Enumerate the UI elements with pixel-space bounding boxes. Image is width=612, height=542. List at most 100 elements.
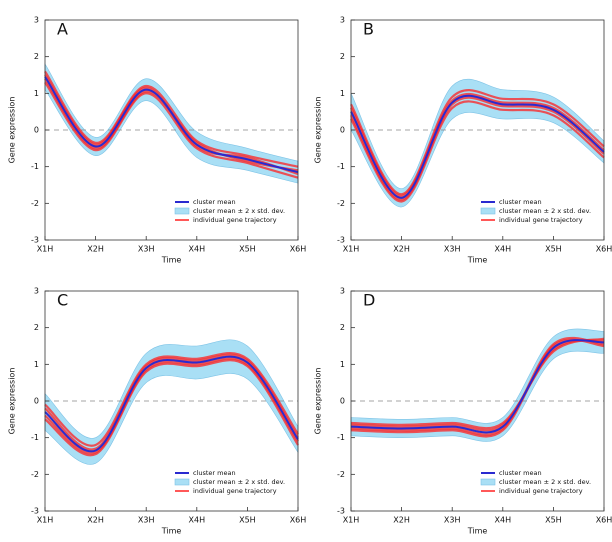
- x-tick-label: X5H: [239, 516, 256, 525]
- y-tick-label: 3: [34, 16, 39, 25]
- x-tick-label: X1H: [343, 516, 360, 525]
- y-tick-label: 0: [34, 397, 39, 406]
- gene-trajectory: [44, 70, 299, 168]
- panel: -3 -2 -1 0 1 2 3 X1H X2H X3H X4H X5H X6H Time Gene exp…: [8, 287, 307, 536]
- y-axis-label: Gene expression: [314, 368, 323, 435]
- y-tick-label: 0: [34, 126, 39, 135]
- x-tick-label: X3H: [138, 245, 155, 254]
- x-tick-label: X1H: [37, 245, 54, 254]
- y-tick-label: -2: [337, 199, 345, 208]
- x-tick-label: X3H: [138, 516, 155, 525]
- gene-trajectory: [350, 338, 605, 438]
- x-tick-label: X3H: [444, 516, 461, 525]
- x-axis-label: Time: [467, 256, 488, 265]
- gene-trajectory: [44, 81, 299, 179]
- y-tick-label: -3: [337, 236, 345, 245]
- y-tick-label: 2: [340, 323, 345, 332]
- panel-label: A: [57, 20, 68, 39]
- x-tick-label: X2H: [87, 245, 104, 254]
- x-tick-label: X5H: [545, 245, 562, 254]
- x-tick-label: X6H: [596, 245, 612, 254]
- legend-swatch: [480, 478, 496, 486]
- gene-trajectory: [350, 336, 605, 436]
- x-axis-label: Time: [161, 256, 182, 265]
- legend-label: individual gene trajectory: [499, 487, 583, 495]
- x-tick-label: X4H: [189, 516, 206, 525]
- cluster-mean: [44, 355, 299, 453]
- legend-swatch: [174, 207, 190, 215]
- legend-label: individual gene trajectory: [193, 487, 277, 495]
- panel: -3 -2 -1 0 1 2 3 X1H X2H X3H X4H X5H X6H Time Gene exp…: [314, 16, 612, 265]
- legend-label: cluster mean ± 2 x std. dev.: [193, 207, 285, 215]
- y-tick-label: 3: [340, 287, 345, 296]
- legend-label: cluster mean: [193, 469, 236, 477]
- x-tick-label: X5H: [545, 516, 562, 525]
- y-tick-label: 0: [340, 126, 345, 135]
- y-tick-label: 0: [340, 397, 345, 406]
- x-tick-label: X5H: [239, 245, 256, 254]
- y-tick-label: 2: [34, 323, 39, 332]
- cluster-mean: [350, 339, 605, 434]
- y-tick-label: -1: [337, 433, 345, 442]
- legend-label: individual gene trajectory: [499, 216, 583, 224]
- y-tick-label: -1: [31, 162, 39, 171]
- x-tick-label: X1H: [37, 516, 54, 525]
- panel: -3 -2 -1 0 1 2 3 X1H X2H X3H X4H X5H X6H Time Gene exp…: [8, 16, 307, 265]
- y-tick-label: 1: [34, 360, 39, 369]
- legend-label: cluster mean ± 2 x std. dev.: [193, 478, 285, 486]
- panel-label: C: [57, 291, 68, 310]
- panel-label: B: [363, 20, 374, 39]
- legend-swatch: [174, 478, 190, 486]
- legend-label: individual gene trajectory: [193, 216, 277, 224]
- cluster-mean: [44, 76, 299, 174]
- y-tick-label: -1: [337, 162, 345, 171]
- x-axis-label: Time: [161, 527, 182, 536]
- gene-trajectory: [350, 339, 605, 432]
- legend-label: cluster mean ± 2 x std. dev.: [499, 478, 591, 486]
- x-tick-label: X4H: [495, 245, 512, 254]
- y-tick-label: -2: [337, 470, 345, 479]
- gene-trajectory: [350, 100, 605, 203]
- legend-label: cluster mean ± 2 x std. dev.: [499, 207, 591, 215]
- y-tick-label: -2: [31, 470, 39, 479]
- y-tick-label: 1: [34, 89, 39, 98]
- y-tick-label: -2: [31, 199, 39, 208]
- gene-trajectory: [350, 89, 605, 196]
- y-tick-label: -3: [337, 507, 345, 516]
- std-band: [44, 63, 299, 184]
- legend-label: cluster mean: [499, 469, 542, 477]
- legend-swatch: [480, 207, 496, 215]
- gene-trajectory: [350, 337, 605, 430]
- y-axis-label: Gene expression: [8, 368, 17, 435]
- x-axis-label: Time: [467, 527, 488, 536]
- y-tick-label: 1: [340, 89, 345, 98]
- x-tick-label: X3H: [444, 245, 461, 254]
- x-tick-label: X2H: [87, 516, 104, 525]
- x-tick-label: X6H: [290, 245, 307, 254]
- gene-trajectory: [350, 96, 605, 201]
- panel-label: D: [363, 291, 375, 310]
- cluster-mean: [350, 94, 605, 199]
- gene-trajectory: [44, 357, 299, 455]
- gene-trajectory: [44, 351, 299, 447]
- legend-label: cluster mean: [193, 198, 236, 206]
- legend-label: cluster mean: [499, 198, 542, 206]
- gene-trajectory: [44, 353, 299, 451]
- x-tick-label: X2H: [393, 516, 410, 525]
- x-tick-label: X6H: [290, 516, 307, 525]
- y-tick-label: 3: [34, 287, 39, 296]
- x-tick-label: X1H: [343, 245, 360, 254]
- panel: -3 -2 -1 0 1 2 3 X1H X2H X3H X4H X5H X6H Time Gene exp…: [314, 287, 612, 536]
- gene-trajectory: [44, 359, 299, 457]
- y-axis-label: Gene expression: [8, 97, 17, 164]
- x-tick-label: X4H: [189, 245, 206, 254]
- x-tick-label: X4H: [495, 516, 512, 525]
- x-tick-label: X6H: [596, 516, 612, 525]
- y-tick-label: 3: [340, 16, 345, 25]
- y-tick-label: -3: [31, 507, 39, 516]
- y-tick-label: -3: [31, 236, 39, 245]
- y-axis-label: Gene expression: [314, 97, 323, 164]
- y-tick-label: 1: [340, 360, 345, 369]
- x-tick-label: X2H: [393, 245, 410, 254]
